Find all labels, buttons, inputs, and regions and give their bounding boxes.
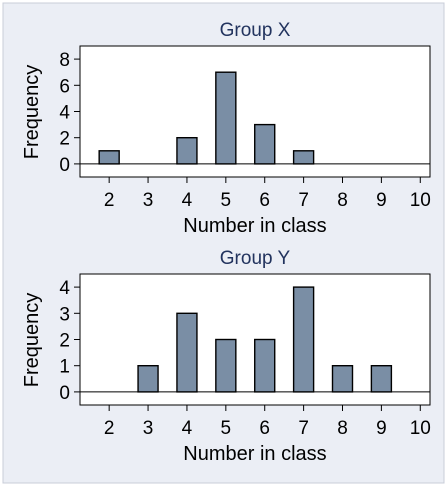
x-tick-label: 8: [337, 418, 348, 439]
y-tick-label: 2: [59, 331, 70, 352]
x-tick-label: 6: [259, 190, 270, 211]
x-tick-label: 3: [143, 418, 154, 439]
x-tick-label: 4: [182, 418, 193, 439]
bar: [176, 312, 198, 393]
x-tick-label: 9: [376, 190, 387, 211]
y-tick-label: 0: [59, 155, 70, 176]
bar: [370, 365, 393, 393]
y-tick-label: 8: [59, 50, 70, 71]
x-tick-label: 6: [259, 418, 270, 439]
x-tick-label: 5: [221, 190, 232, 211]
y-tick-label: 6: [59, 76, 70, 97]
x-tick-label: 7: [298, 190, 309, 211]
y-tick-label: 3: [59, 304, 70, 325]
bar: [254, 123, 276, 165]
x-tick-label: 10: [410, 190, 431, 211]
x-tick-label: 7: [298, 418, 309, 439]
y-axis-label: Frequency: [21, 293, 43, 388]
x-tick-label: 5: [221, 418, 232, 439]
x-axis-label: Number in class: [183, 215, 326, 237]
y-axis-label: Frequency: [21, 65, 43, 160]
bar: [292, 150, 315, 165]
chart-title: Group X: [220, 20, 291, 41]
y-tick-label: 0: [59, 383, 70, 404]
x-tick-label: 9: [376, 418, 387, 439]
bar: [215, 338, 237, 393]
y-tick-label: 1: [59, 357, 70, 378]
bar: [98, 150, 120, 165]
chart-group-x: Group X Frequency Number in class 0 2 4 6 8 2…: [21, 20, 431, 237]
x-tick-label: 4: [182, 190, 193, 211]
bar: [215, 71, 237, 165]
y-tick-label: 4: [59, 278, 70, 299]
bar: [176, 136, 198, 165]
y-tick-label: 4: [59, 103, 70, 124]
x-tick-label: 2: [104, 418, 115, 439]
x-tick-label: 3: [143, 190, 154, 211]
plot-content: 0 1 2 3 4 2 3 4 5 6 7 8 9 10: [59, 278, 430, 439]
bar: [292, 286, 315, 393]
bar: [331, 365, 354, 393]
x-axis-label: Number in class: [183, 443, 326, 465]
chart-title: Group Y: [220, 248, 291, 269]
plot-content: 0 2 4 6 8 2 3 4 5 6 7 8 9 10: [59, 50, 430, 211]
chart-group-y: Group Y Frequency Number in class 0 1 2 3 4 2…: [21, 248, 431, 465]
x-tick-label: 2: [104, 190, 115, 211]
y-tick-label: 2: [59, 129, 70, 150]
x-tick-label: 10: [410, 418, 431, 439]
x-tick-label: 8: [337, 190, 348, 211]
bar: [254, 338, 276, 393]
bar: [137, 365, 159, 393]
